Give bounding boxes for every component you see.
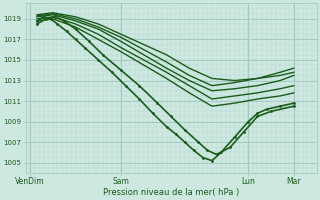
X-axis label: Pression niveau de la mer( hPa ): Pression niveau de la mer( hPa ) [103,188,239,197]
